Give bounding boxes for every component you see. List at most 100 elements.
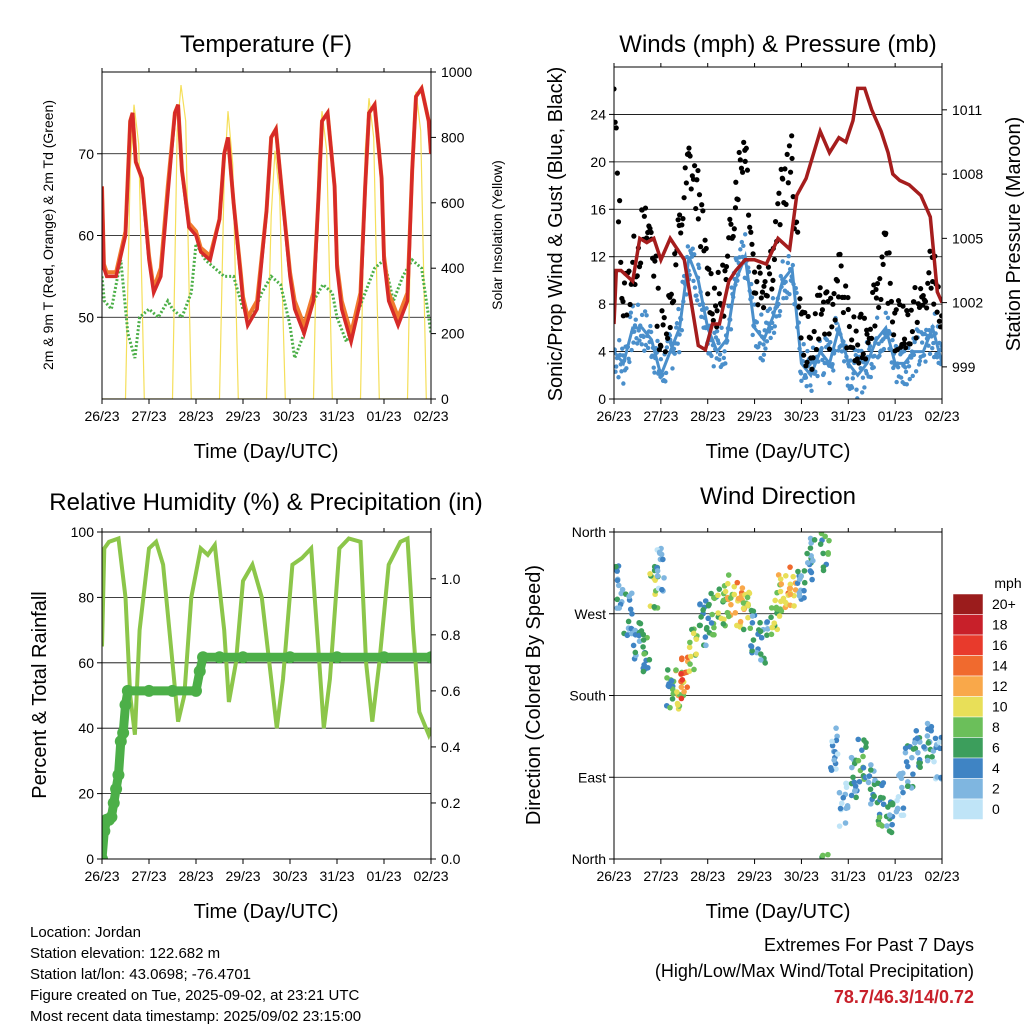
temperature-ylabel-right: Solar Insolation (Yellow) [489, 160, 505, 310]
y-tick-label-right: 0 [441, 391, 449, 407]
direction-point [646, 656, 653, 663]
gust-point [712, 303, 719, 309]
temperature-plot [102, 83, 431, 399]
gust-point [620, 298, 626, 305]
x-tick-label: 28/23 [178, 408, 213, 424]
direction-point [614, 605, 620, 611]
gust-point [673, 262, 679, 268]
gust-point [736, 149, 742, 156]
gust-point [926, 270, 932, 276]
gust-point [877, 276, 883, 282]
direction-point [898, 812, 905, 819]
y-tick-label: North [572, 524, 606, 540]
humidity-ylabel: Percent & Total Rainfall [29, 591, 51, 799]
x-tick-label: 02/23 [413, 408, 448, 424]
direction-point [852, 783, 859, 790]
gust-point [861, 315, 868, 321]
gust-point [681, 195, 687, 201]
y-tick-label-right: 400 [441, 260, 465, 276]
wind-point [777, 309, 783, 314]
precip-point [105, 810, 118, 823]
direction-point [640, 644, 646, 650]
x-tick-label: 30/23 [784, 868, 819, 884]
direction-point [886, 812, 893, 818]
gust-point [872, 323, 878, 329]
direction-point [734, 579, 741, 586]
legend-swatch [952, 696, 984, 718]
legend-label: 2 [992, 781, 1000, 797]
precip-point [213, 651, 226, 664]
direction-point [936, 739, 942, 745]
gust-point [634, 273, 640, 279]
direction-point [731, 591, 738, 598]
y-tick-label-right: 1.0 [441, 571, 461, 587]
y-tick-label-right: 0.6 [441, 683, 461, 699]
gust-point [733, 179, 739, 185]
direction-point [768, 614, 774, 621]
precip-point [143, 684, 155, 697]
wind-point [741, 243, 746, 249]
direction-point [720, 597, 727, 604]
wind-point [872, 353, 877, 359]
direction-point [829, 742, 836, 749]
gust-point [731, 226, 737, 232]
direction-point [853, 794, 859, 801]
wind-point [650, 353, 655, 358]
precip-point [237, 651, 249, 664]
wind-point [692, 285, 698, 290]
precip-point [119, 698, 132, 711]
wind-point [652, 370, 657, 375]
legend-swatch [952, 798, 984, 820]
direction-ylabel: Direction (Colored By Speed) [523, 565, 545, 825]
wind-point [675, 341, 680, 346]
wind-point [614, 364, 619, 369]
x-tick-label: 30/23 [272, 408, 307, 424]
wind-point [722, 349, 727, 354]
direction-point [894, 805, 901, 812]
gust-point [696, 192, 703, 198]
wind-point [719, 325, 724, 331]
gust-point [900, 303, 906, 309]
wind-point [743, 232, 748, 237]
gust-point [651, 273, 657, 279]
gust-point [715, 269, 721, 275]
winds-ticks: 26/23 27/23 28/23 29/23 30/23 31/23 01/23 02/23… [590, 63, 983, 424]
direction-point [700, 607, 706, 613]
wind-point [883, 310, 888, 316]
wind-point [716, 340, 721, 346]
gust-point [798, 335, 804, 341]
direction-point [740, 600, 747, 606]
direction-point [740, 605, 747, 612]
wind-point [620, 346, 625, 351]
gust-point [753, 290, 759, 296]
wind-point [785, 260, 791, 266]
x-tick-label: 31/23 [831, 868, 866, 884]
gust-point [700, 208, 706, 214]
y-tick-label-right: 0.4 [441, 739, 461, 755]
gust-point [679, 222, 685, 228]
gust-point [845, 294, 851, 301]
gust-point [764, 293, 770, 299]
y-tick-label: North [572, 851, 606, 867]
gust-point [856, 360, 862, 366]
direction-point [690, 630, 697, 637]
direction-point [691, 666, 697, 673]
direction-point [860, 765, 867, 771]
gust-point [744, 167, 751, 173]
legend-swatch [952, 614, 984, 636]
gust-point [727, 216, 733, 222]
gust-point [732, 205, 739, 211]
legend-label: 0 [992, 801, 1000, 817]
wind-point [624, 366, 629, 371]
gust-point [618, 259, 624, 265]
direction-point [720, 621, 727, 627]
gust-point [741, 139, 747, 145]
direction-point [822, 533, 828, 540]
wind-point [868, 374, 873, 380]
gust-point [761, 283, 767, 289]
winds-title: Winds (mph) & Pressure (mb) [619, 31, 936, 58]
direction-point [624, 632, 631, 639]
gust-point [920, 302, 926, 308]
y-tick-label: 80 [78, 589, 94, 605]
wind-point [642, 309, 648, 314]
